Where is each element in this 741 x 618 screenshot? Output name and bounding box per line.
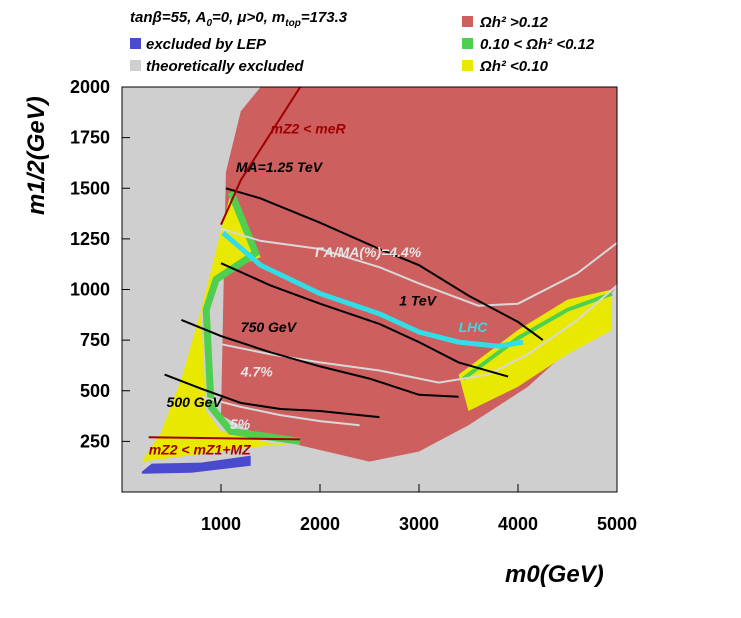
label-width-5: 5% bbox=[230, 416, 251, 432]
kinematic-line-1 bbox=[148, 436, 301, 441]
chart-header: tanβ=55, A0=0, μ>0, mtop=173.3 excluded … bbox=[130, 9, 595, 75]
axes: 1000 2000 3000 4000 5000 250 500 750 1000 1250 150… bbox=[70, 77, 637, 534]
label-ma-1250: MA=1.25 TeV bbox=[236, 159, 324, 175]
label-mz2-mz1: mZ2 < mZ1+MZ bbox=[149, 442, 251, 458]
y-tick-label: 1750 bbox=[70, 128, 110, 148]
theory-legend-swatch bbox=[130, 60, 141, 71]
relic-high-legend-swatch bbox=[462, 16, 473, 27]
y-tick-label: 1000 bbox=[70, 280, 110, 300]
relic-low-legend-swatch bbox=[462, 60, 473, 71]
relic-band-region bbox=[202, 190, 301, 445]
label-ma-750: 750 GeV bbox=[241, 319, 298, 335]
y-axis-label: m1/2(GeV) bbox=[23, 96, 50, 215]
chart-title: tanβ=55, A0=0, μ>0, mtop=173.3 bbox=[130, 9, 348, 29]
x-tick-label: 3000 bbox=[399, 514, 439, 534]
x-tick-label: 4000 bbox=[498, 514, 538, 534]
kinematic-line-0 bbox=[220, 86, 302, 226]
x-axis-label: m0(GeV) bbox=[505, 561, 604, 588]
y-tick-label: 1500 bbox=[70, 178, 110, 198]
width-contour-0 bbox=[220, 227, 618, 307]
x-tick-label: 5000 bbox=[597, 514, 637, 534]
lep-excluded-region bbox=[141, 455, 251, 474]
y-tick-label: 1250 bbox=[70, 229, 110, 249]
x-tick-label: 1000 bbox=[201, 514, 241, 534]
lep-legend-label: excluded by LEP bbox=[146, 36, 267, 53]
label-lhc: LHC bbox=[459, 319, 489, 335]
label-width-44: ΓA/MA(%)=4.4% bbox=[315, 244, 422, 260]
ma-contour-3 bbox=[164, 373, 380, 419]
lep-legend-swatch bbox=[130, 38, 141, 49]
label-width-47: 4.7% bbox=[240, 364, 273, 380]
relic-band-right-region bbox=[462, 291, 613, 381]
label-ma-1000: 1 TeV bbox=[399, 293, 437, 309]
relic-low-region bbox=[141, 192, 301, 462]
width-contour-2 bbox=[200, 395, 360, 427]
ma-contour-1 bbox=[220, 262, 509, 378]
relic-high-legend-label: Ωh² >0.12 bbox=[479, 14, 549, 31]
relic-band-legend-label: 0.10 < Ωh² <0.12 bbox=[480, 36, 595, 53]
plot-area: MA=1.25 TeV 1 TeV 750 GeV 500 GeV ΓA/MA(%)=4… bbox=[122, 86, 618, 492]
y-tick-label: 750 bbox=[80, 330, 110, 350]
label-mz2-mer: mZ2 < meR bbox=[271, 121, 347, 137]
theory-legend-label: theoretically excluded bbox=[146, 58, 304, 75]
y-tick-label: 250 bbox=[80, 431, 110, 451]
x-tick-label: 2000 bbox=[300, 514, 340, 534]
relic-low-legend-label: Ωh² <0.10 bbox=[479, 58, 549, 75]
lhc-reach-line bbox=[221, 230, 524, 349]
relic-band-legend-swatch bbox=[462, 38, 473, 49]
ma-contour-0 bbox=[225, 187, 544, 341]
y-tick-label: 500 bbox=[80, 381, 110, 401]
ma-contour-2 bbox=[181, 318, 459, 398]
label-ma-500: 500 GeV bbox=[167, 394, 224, 410]
y-tick-label: 2000 bbox=[70, 77, 110, 97]
